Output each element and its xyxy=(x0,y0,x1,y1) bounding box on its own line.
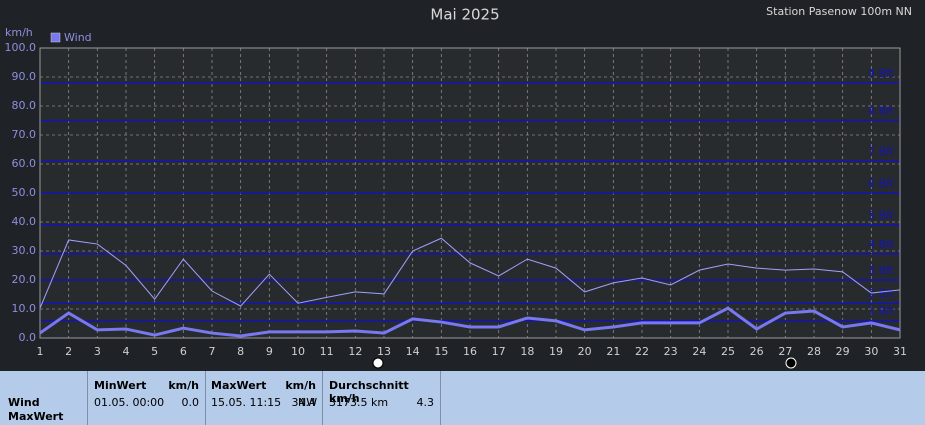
x-tick-label: 3 xyxy=(94,345,101,358)
stat-column: Durchschnitt km/h 3173.5 km 4.3 xyxy=(323,371,441,425)
beaufort-label: 3 Bft xyxy=(868,264,895,277)
beaufort-label: 5 Bft xyxy=(868,209,895,222)
beaufort-label: 1 Bft xyxy=(868,305,895,318)
x-tick-label: 29 xyxy=(836,345,850,358)
x-tick-label: 7 xyxy=(209,345,216,358)
stat-value: 3173.5 km xyxy=(329,396,389,409)
x-tick-label: 6 xyxy=(180,345,187,358)
stat-column: MaxWert km/h 15.05. 11:15 NW 34.4 xyxy=(205,371,323,425)
x-tick-label: 21 xyxy=(606,345,620,358)
chart-subtitle: Station Pasenow 100m NN xyxy=(766,5,912,18)
x-tick-label: 13 xyxy=(377,345,391,358)
x-tick-label: 1 xyxy=(37,345,44,358)
x-tick-label: 4 xyxy=(123,345,130,358)
x-tick-label: 14 xyxy=(406,345,420,358)
moon-new xyxy=(785,357,797,369)
column-header: km/h xyxy=(168,379,199,392)
beaufort-label: 6 Bft xyxy=(868,177,895,190)
x-tick-label: 25 xyxy=(721,345,735,358)
column-header: MaxWert xyxy=(211,379,267,392)
row-label: Wind xyxy=(8,396,40,409)
stat-value: 15.05. 11:15 xyxy=(211,396,282,409)
y-tick-label: 10.0 xyxy=(12,302,37,315)
beaufort-label: 8 Bft xyxy=(868,105,895,118)
legend-swatch xyxy=(50,32,61,43)
moon-full xyxy=(372,357,384,369)
x-tick-label: 17 xyxy=(492,345,506,358)
chart-title: Mai 2025 xyxy=(430,6,499,24)
stat-value: 34.4 xyxy=(291,396,317,409)
x-tick-label: 27 xyxy=(778,345,792,358)
stat-value: 4.3 xyxy=(416,396,435,409)
x-tick-label: 16 xyxy=(463,345,477,358)
x-tick-label: 12 xyxy=(348,345,362,358)
beaufort-label: 2 Bft xyxy=(868,287,895,300)
plot-frame xyxy=(39,47,901,339)
beaufort-label: 4 Bft xyxy=(868,238,895,251)
x-tick-label: 19 xyxy=(549,345,563,358)
stat-value: 0.0 xyxy=(181,396,200,409)
y-tick-label: 40.0 xyxy=(12,215,37,228)
x-tick-label: 31 xyxy=(893,345,907,358)
stat-value: NW xyxy=(298,396,318,409)
x-tick-label: 5 xyxy=(151,345,158,358)
chart: Mai 2025 Station Pasenow 100m NN km/h 0.… xyxy=(5,5,912,369)
y-axis-label: km/h xyxy=(5,26,33,39)
x-tick-label: 2 xyxy=(65,345,72,358)
y-tick-label: 60.0 xyxy=(12,157,37,170)
legend-label: Wind xyxy=(64,31,92,44)
y-tick-label: 50.0 xyxy=(12,186,37,199)
x-tick-label: 30 xyxy=(864,345,878,358)
series-line xyxy=(39,237,901,309)
x-tick-label: 10 xyxy=(291,345,305,358)
x-tick-label: 28 xyxy=(807,345,821,358)
y-tick-label: 90.0 xyxy=(12,70,37,83)
y-tick-label: 0.0 xyxy=(19,331,37,344)
x-tick-label: 20 xyxy=(578,345,592,358)
x-tick-label: 23 xyxy=(664,345,678,358)
column-header: MinWert xyxy=(94,379,147,392)
column-header: Durchschnitt km/h xyxy=(329,379,409,405)
x-tick-label: 24 xyxy=(692,345,706,358)
y-tick-label: 70.0 xyxy=(12,128,37,141)
row-label-cell: Wind MaxWert xyxy=(0,371,88,425)
stat-value: 01.05. 00:00 xyxy=(94,396,165,409)
x-tick-label: 9 xyxy=(266,345,273,358)
series-line xyxy=(39,306,901,338)
row-label: MaxWert xyxy=(8,410,64,423)
column-header: km/h xyxy=(285,379,316,392)
y-tick-label: 20.0 xyxy=(12,273,37,286)
stats-table: Wind MaxWert MinWert km/h 01.05. 00:00 0.0 Max… xyxy=(0,371,925,425)
beaufort-label: 7 Bft xyxy=(868,145,895,158)
x-tick-label: 18 xyxy=(520,345,534,358)
x-tick-label: 8 xyxy=(237,345,244,358)
x-tick-label: 15 xyxy=(434,345,448,358)
beaufort-label: 9 Bft xyxy=(868,67,895,80)
stat-column: MinWert km/h 01.05. 00:00 0.0 xyxy=(88,371,206,425)
y-tick-label: 30.0 xyxy=(12,244,37,257)
x-tick-label: 11 xyxy=(320,345,334,358)
y-tick-label: 80.0 xyxy=(12,99,37,112)
x-tick-label: 26 xyxy=(750,345,764,358)
y-tick-label: 100.0 xyxy=(5,41,37,54)
x-tick-label: 22 xyxy=(635,345,649,358)
